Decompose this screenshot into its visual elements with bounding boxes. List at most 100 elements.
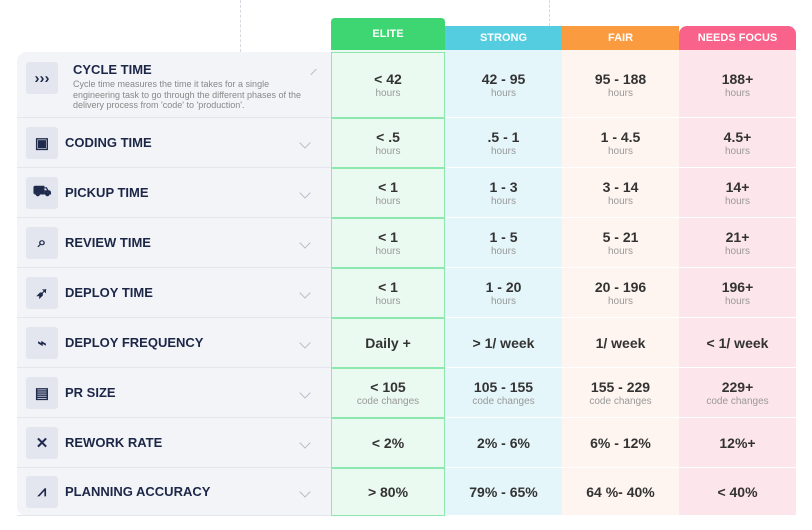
tier-cell: 14+ hours [679,168,796,218]
tier-cell: 1 - 20 hours [445,268,562,318]
threshold-unit: hours [490,245,516,257]
threshold-unit: hours [375,88,401,99]
tier-cell: 79% - 65% [445,468,562,516]
threshold-value: < 42 [374,71,402,87]
threshold-unit: hours [607,245,633,257]
threshold-value: 5 - 21 [602,228,639,245]
divider [549,0,550,26]
threshold-value: 1 - 20 [485,278,522,295]
threshold-value: > 80% [367,484,409,500]
chevron-down-icon[interactable] [299,286,311,299]
threshold-unit: hours [607,87,633,99]
metric-row-coding-time[interactable]: ▣ CODING TIME [17,118,331,168]
threshold-value: 4.5+ [723,128,752,145]
tier-cell: < .5 hours [331,118,445,168]
threshold-value: 12%+ [719,434,756,451]
threshold-value: 1/ week [595,334,646,351]
tier-cell: 1 - 5 hours [445,218,562,268]
metric-title: CODING TIME [65,135,152,150]
metrics-list: ››› CYCLE TIME Cycle time measures the ti… [17,52,331,516]
threshold-unit: hours [375,146,401,157]
tier-cell: 3 - 14 hours [562,168,679,218]
threshold-unit: hours [490,195,516,207]
threshold-value: 20 - 196 [594,278,647,295]
chevrons-icon: ››› [26,62,58,94]
threshold-unit: hours [375,246,401,257]
threshold-unit: code changes [589,395,652,407]
threshold-unit: hours [724,145,750,157]
chart-icon: ⩘ [26,475,58,508]
threshold-value: 155 - 229 [590,378,651,395]
threshold-unit: code changes [706,395,769,407]
threshold-value: 21+ [725,228,750,245]
tools-icon: ✕ [26,426,58,459]
metric-row-rework-rate[interactable]: ✕ REWORK RATE [17,418,331,468]
threshold-value: 1 - 5 [489,228,518,245]
metric-row-deploy-time[interactable]: ➶ DEPLOY TIME [17,268,331,318]
tier-cell: .5 - 1 hours [445,118,562,168]
threshold-value: 188+ [721,70,754,87]
tier-cell: 229+ code changes [679,368,796,418]
metric-row-planning-accuracy[interactable]: ⩘ PLANNING ACCURACY [17,468,331,516]
threshold-value: 1 - 4.5 [600,128,641,145]
divider [240,0,241,52]
metric-title: REVIEW TIME [65,235,151,250]
tier-cell: Daily + [331,318,445,368]
threshold-unit: code changes [472,395,535,407]
threshold-value: > 1/ week [472,334,535,351]
threshold-unit: hours [375,296,401,307]
tier-cell: > 1/ week [445,318,562,368]
threshold-value: Daily + [365,335,411,351]
threshold-value: 95 - 188 [594,70,647,87]
tier-cell: 188+ hours [679,52,796,118]
tier-cell: 2% - 6% [445,418,562,468]
threshold-unit: hours [607,145,633,157]
threshold-unit: hours [375,196,401,207]
chevron-down-icon[interactable] [299,136,311,149]
metric-row-review-time[interactable]: ⌕ REVIEW TIME [17,218,331,268]
chevron-down-icon[interactable] [299,386,311,399]
tier-cell: 12%+ [679,418,796,468]
tier-cell: 1 - 4.5 hours [562,118,679,168]
metric-title: PR SIZE [65,385,116,400]
threshold-value: < 1/ week [706,334,769,351]
review-search-icon: ⌕ [26,226,58,259]
threshold-value: < 105 [370,379,406,395]
tier-cell: < 40% [679,468,796,516]
threshold-unit: hours [724,87,750,99]
metric-title: CYCLE TIME [73,62,152,77]
chevron-down-icon[interactable] [299,186,311,199]
chevron-down-icon[interactable] [299,485,311,498]
tier-cell: 5 - 21 hours [562,218,679,268]
metric-title: DEPLOY FREQUENCY [65,335,204,350]
metric-row-deploy-frequency[interactable]: ⌁ DEPLOY FREQUENCY [17,318,331,368]
chevron-down-icon[interactable] [299,336,311,349]
threshold-unit: hours [490,145,516,157]
tier-cell: 1/ week [562,318,679,368]
threshold-unit: hours [607,295,633,307]
chevron-down-icon[interactable] [299,436,311,449]
threshold-unit: hours [607,195,633,207]
tier-cell: 155 - 229 code changes [562,368,679,418]
metric-row-cycle-time[interactable]: ››› CYCLE TIME Cycle time measures the ti… [17,52,331,118]
threshold-unit: hours [724,295,750,307]
metric-row-pickup-time[interactable]: ⛟ PICKUP TIME [17,168,331,218]
metric-title: DEPLOY TIME [65,285,153,300]
threshold-value: 64 %- 40% [586,483,655,500]
metric-row-pr-size[interactable]: ▤ PR SIZE [17,368,331,418]
threshold-value: 2% - 6% [477,434,530,451]
threshold-value: 14+ [725,178,750,195]
tier-column-elite: ELITE < 42 hours < .5 hours < 1 hours < … [331,18,445,516]
tier-header: ELITE [331,18,445,50]
threshold-value: 105 - 155 [473,378,534,395]
tier-cell: < 1 hours [331,168,445,218]
tier-cell: < 42 hours [331,52,445,118]
threshold-value: 79% - 65% [469,483,538,500]
threshold-value: 42 - 95 [481,70,526,87]
pr-file-icon: ▤ [26,376,58,409]
chevron-down-icon[interactable] [299,236,311,249]
pulse-window-icon: ⌁ [26,326,58,359]
tier-cell: 196+ hours [679,268,796,318]
threshold-value: .5 - 1 [487,128,520,145]
tier-cell: < 2% [331,418,445,468]
